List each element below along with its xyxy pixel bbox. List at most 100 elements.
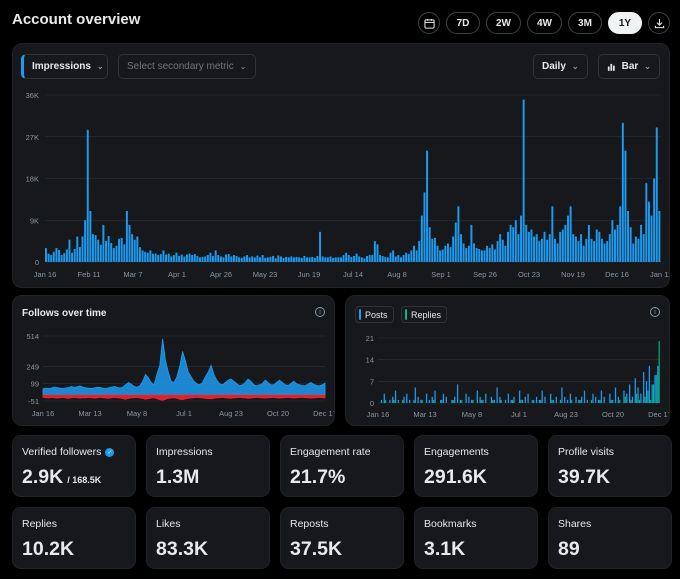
bar bbox=[253, 257, 256, 262]
follows-over-time-card: Follows over time i 514 249 99 -51 Jan 16 Mar… bbox=[12, 295, 335, 426]
range-7d-button[interactable]: 7D bbox=[446, 12, 480, 34]
replies-bar bbox=[630, 399, 632, 403]
followers-gained-area bbox=[42, 338, 326, 396]
bar bbox=[157, 255, 160, 262]
range-3m-button[interactable]: 3M bbox=[568, 12, 602, 34]
replies-bar bbox=[500, 399, 502, 403]
posts-bar bbox=[566, 399, 569, 403]
replies-bar bbox=[644, 396, 646, 403]
bar bbox=[561, 229, 564, 262]
bar bbox=[81, 236, 84, 262]
posts-bar bbox=[535, 396, 538, 403]
granularity-label: Daily bbox=[542, 61, 566, 72]
bar bbox=[627, 210, 630, 262]
bar bbox=[426, 150, 429, 262]
bar bbox=[629, 227, 632, 262]
replies-bar bbox=[619, 399, 621, 403]
replies-bar bbox=[647, 390, 649, 403]
bar bbox=[212, 255, 215, 262]
y-tick-label: -51 bbox=[28, 397, 39, 406]
posts-bar bbox=[392, 396, 394, 403]
range-1y-button[interactable]: 1Y bbox=[608, 12, 642, 34]
stat-card-verified-followers[interactable]: Verified followers ✓ 2.9K/ 168.5K bbox=[12, 435, 136, 497]
posts-bar bbox=[456, 384, 459, 403]
primary-metric-select[interactable]: Impressions ⌄ bbox=[21, 54, 108, 79]
x-tick-label: Mar 13 bbox=[413, 410, 436, 419]
download-button[interactable] bbox=[648, 12, 670, 34]
bar bbox=[71, 252, 74, 262]
posts-bar bbox=[499, 396, 501, 403]
bar bbox=[632, 243, 635, 262]
bar bbox=[285, 256, 288, 262]
bar bbox=[191, 255, 194, 262]
x-tick-label: Aug 23 bbox=[554, 410, 578, 419]
replies-legend-chip[interactable]: Replies bbox=[401, 306, 448, 323]
bar bbox=[353, 255, 355, 262]
bar bbox=[180, 254, 183, 262]
bar bbox=[379, 255, 382, 262]
bar bbox=[470, 224, 473, 262]
bar bbox=[342, 255, 345, 262]
stat-card-engagement-rate[interactable]: Engagement rate 21.7% bbox=[280, 435, 404, 497]
secondary-metric-select[interactable]: Select secondary metric ⌄ bbox=[118, 54, 256, 79]
bar bbox=[170, 256, 173, 262]
bar bbox=[149, 250, 152, 262]
range-4w-button[interactable]: 4W bbox=[527, 12, 562, 34]
bar bbox=[259, 257, 261, 262]
bar bbox=[402, 255, 405, 262]
posts-bar bbox=[493, 399, 495, 403]
x-tick-label: Apr 1 bbox=[168, 270, 186, 279]
bar bbox=[290, 256, 293, 262]
stat-card-profile-visits[interactable]: Profile visits 39.7K bbox=[548, 435, 672, 497]
stat-value: 1.3M bbox=[156, 466, 199, 489]
bar bbox=[345, 252, 348, 262]
replies-bar bbox=[559, 399, 562, 403]
granularity-select[interactable]: Daily ⌄ bbox=[533, 54, 588, 79]
stat-card-impressions[interactable]: Impressions 1.3M bbox=[146, 435, 270, 497]
bar bbox=[574, 236, 577, 262]
posts-bar bbox=[533, 399, 535, 403]
stat-value: 2.9K/ 168.5K bbox=[22, 466, 101, 489]
posts-bar bbox=[651, 384, 653, 403]
posts-bar bbox=[640, 393, 642, 403]
posts-bar bbox=[510, 399, 512, 403]
bar bbox=[600, 238, 603, 262]
range-2w-button[interactable]: 2W bbox=[486, 12, 521, 34]
stat-value: 37.5K bbox=[290, 538, 342, 561]
bar bbox=[577, 241, 580, 262]
bar bbox=[368, 255, 371, 262]
stat-card-shares[interactable]: Shares 89 bbox=[548, 507, 672, 569]
bar bbox=[473, 243, 476, 262]
stat-label-text: Engagement rate bbox=[290, 446, 371, 458]
chart-type-select[interactable]: Bar ⌄ bbox=[598, 54, 660, 79]
posts-replies-bar-chart: 21 14 7 0 Jan 16 Mar 13 May 8 Jul 1 Aug 23 Oct 20… bbox=[366, 334, 669, 419]
bar bbox=[441, 249, 444, 262]
bar bbox=[238, 257, 241, 262]
bar bbox=[144, 251, 147, 262]
info-icon[interactable]: i bbox=[650, 307, 660, 317]
bar bbox=[373, 241, 376, 262]
posts-bar bbox=[445, 396, 447, 403]
x-tick-label: Jan 16 bbox=[367, 410, 390, 419]
bar bbox=[204, 256, 207, 262]
y-tick-label: 7 bbox=[370, 377, 374, 386]
bar bbox=[527, 231, 530, 262]
posts-legend-chip[interactable]: Posts bbox=[355, 306, 394, 323]
stat-card-replies[interactable]: Replies 10.2K bbox=[12, 507, 136, 569]
bar bbox=[245, 255, 248, 262]
stat-value-text: 21.7% bbox=[290, 466, 346, 488]
replies-bar bbox=[441, 399, 443, 403]
stat-card-bookmarks[interactable]: Bookmarks 3.1K bbox=[414, 507, 538, 569]
stat-card-reposts[interactable]: Reposts 37.5K bbox=[280, 507, 404, 569]
bar bbox=[582, 245, 585, 262]
replies-bar bbox=[636, 393, 638, 403]
bar bbox=[152, 253, 154, 262]
calendar-button[interactable] bbox=[418, 12, 440, 34]
bar bbox=[371, 255, 374, 262]
bar bbox=[306, 257, 308, 262]
info-icon[interactable]: i bbox=[315, 307, 325, 317]
stat-value-text: 39.7K bbox=[558, 466, 611, 488]
stat-card-likes[interactable]: Likes 83.3K bbox=[146, 507, 270, 569]
stat-card-engagements[interactable]: Engagements 291.6K bbox=[414, 435, 538, 497]
bar bbox=[105, 241, 107, 262]
